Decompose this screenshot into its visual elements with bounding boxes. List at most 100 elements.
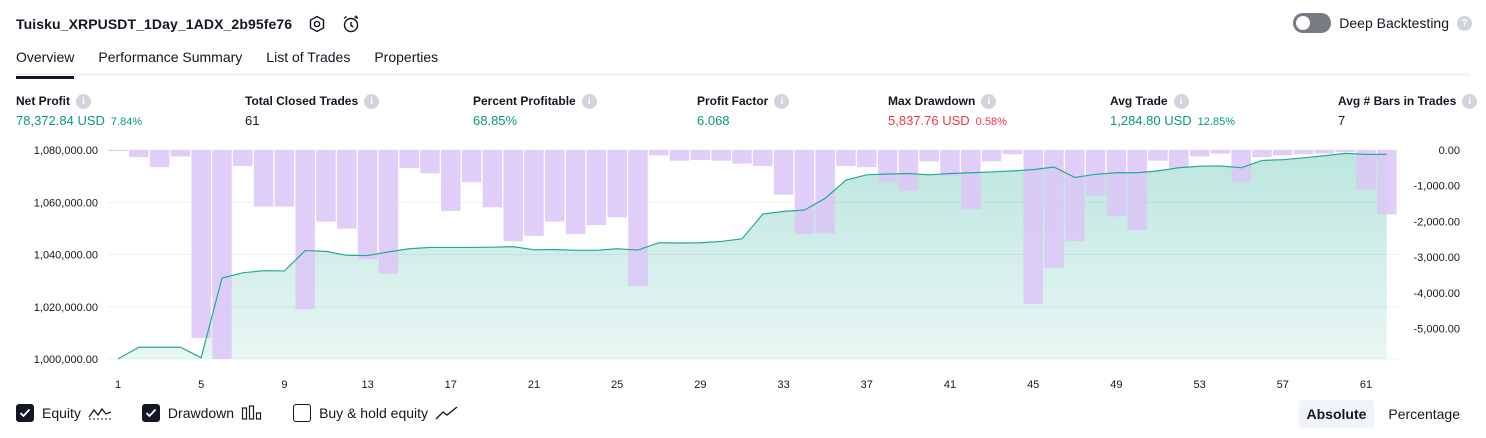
metric-percent: 12.85% <box>1197 116 1235 128</box>
drawdown-bar <box>1314 150 1335 154</box>
settings-gear-icon[interactable] <box>306 13 328 35</box>
tab-performance-summary[interactable]: Performance Summary <box>98 49 243 65</box>
drawdown-bar <box>420 150 440 174</box>
deep-backtesting: Deep Backtesting ? <box>1293 13 1472 33</box>
info-icon[interactable]: i <box>581 93 597 109</box>
x-axis-tick-label: 37 <box>861 379 873 391</box>
drawdown-bar <box>1273 150 1293 156</box>
legend-equity[interactable]: Equity <box>16 404 112 422</box>
drawdown-bar <box>898 150 919 192</box>
x-axis-tick-label: 9 <box>281 379 287 391</box>
metric-value: 68.85% <box>473 113 518 128</box>
equity-line <box>117 152 1387 360</box>
tab-overview[interactable]: Overview <box>16 46 75 79</box>
drawdown-bar <box>378 150 399 274</box>
drawdown-bar <box>337 150 357 229</box>
drawdown-bar <box>482 150 503 208</box>
drawdown-bar <box>1002 150 1023 155</box>
drawdown-bar <box>1231 150 1251 183</box>
drawdown-bar <box>857 150 877 168</box>
percentage-button[interactable]: Percentage <box>1388 406 1460 422</box>
drawdown-bar <box>877 150 898 183</box>
tab-properties[interactable]: Properties <box>374 49 439 65</box>
metric-percent: 7.84% <box>110 116 143 128</box>
drawdown-checkbox[interactable] <box>141 404 160 422</box>
drawdown-bar <box>1106 150 1127 217</box>
info-icon[interactable]: i <box>981 93 997 109</box>
buy-hold-line-icon <box>435 406 458 420</box>
metric-value: 78,372.84 USD <box>16 113 105 128</box>
right-axis-tick-label: -5,000.00 <box>1414 324 1460 336</box>
metric-avg-bars: Avg # Bars in Trades i 7 <box>1338 93 1478 128</box>
equity-checkbox[interactable] <box>16 404 34 422</box>
metric-label: Avg # Bars in Trades <box>1338 94 1457 108</box>
deep-backtesting-label: Deep Backtesting <box>1339 15 1449 31</box>
x-axis-tick-label: 61 <box>1360 379 1372 391</box>
x-axis-tick-label: 57 <box>1277 379 1289 391</box>
buy-hold-checkbox[interactable] <box>293 404 312 422</box>
absolute-button[interactable]: Absolute <box>1298 400 1375 428</box>
tab-list-of-trades[interactable]: List of Trades <box>266 49 351 65</box>
drawdown-bar <box>1044 150 1064 269</box>
drawdown-bar <box>961 150 981 210</box>
left-axis-tick-label: 1,060,000.00 <box>34 197 98 209</box>
drawdown-bar <box>191 150 211 338</box>
x-axis-tick-label: 1 <box>115 379 121 391</box>
drawdown-bar <box>399 150 419 168</box>
x-axis-tick-label: 5 <box>198 379 204 391</box>
drawdown-bar <box>1148 150 1168 161</box>
metric-avg-trade: Avg Trade i 1,284.80 USD 12.85% <box>1110 93 1235 128</box>
drawdown-bar <box>524 150 544 236</box>
x-axis-tick-label: 17 <box>445 379 457 391</box>
drawdown-bar <box>1085 150 1106 196</box>
drawdown-bar <box>1293 150 1314 155</box>
drawdown-bar <box>565 150 586 235</box>
x-axis-tick-label: 13 <box>361 379 373 391</box>
right-axis-tick-label: -3,000.00 <box>1414 252 1460 264</box>
x-axis-tick-label: 53 <box>1193 379 1205 391</box>
drawdown-bar <box>940 150 960 176</box>
info-icon[interactable]: i <box>1173 93 1189 109</box>
info-icon[interactable]: i <box>774 93 790 109</box>
drawdown-bar <box>753 150 773 167</box>
drawdown-bar <box>732 150 752 164</box>
metric-label: Avg Trade <box>1110 94 1168 108</box>
drawdown-bar <box>919 150 939 162</box>
drawdown-bar <box>1377 150 1397 215</box>
drawdown-bar <box>1065 150 1085 242</box>
drawdown-bar <box>815 150 835 234</box>
drawdown-bar <box>773 150 794 195</box>
drawdown-bar <box>586 150 607 226</box>
left-axis-tick-label: 1,020,000.00 <box>34 302 98 314</box>
drawdown-bar <box>1127 150 1147 230</box>
drawdown-bar <box>628 150 648 287</box>
x-axis-tick-label: 41 <box>944 379 956 391</box>
drawdown-bar <box>607 150 627 218</box>
chart-legend: Equity Drawdown Buy & hold equity <box>16 404 489 422</box>
drawdown-bar <box>461 150 482 183</box>
drawdown-bar <box>295 150 315 310</box>
x-axis-tick-label: 49 <box>1110 379 1122 391</box>
info-icon[interactable]: i <box>76 93 91 109</box>
alarm-clock-icon[interactable] <box>340 13 362 35</box>
info-icon[interactable]: i <box>1462 93 1478 109</box>
metric-label: Net Profit <box>16 94 70 108</box>
drawdown-bars-icon <box>241 405 262 420</box>
info-icon[interactable]: i <box>364 93 380 109</box>
left-axis-tick-label: 1,040,000.00 <box>34 250 98 262</box>
drawdown-bar <box>1169 150 1189 168</box>
metric-total-closed-trades: Total Closed Trades i 61 <box>245 93 380 128</box>
deep-backtesting-toggle[interactable] <box>1293 13 1332 33</box>
drawdown-bar <box>170 150 191 157</box>
legend-buy-hold-equity[interactable]: Buy & hold equity <box>293 404 459 422</box>
drawdown-bar <box>690 150 711 161</box>
legend-label: Drawdown <box>167 405 235 421</box>
drawdown-bar <box>233 150 253 167</box>
drawdown-bar <box>316 150 336 222</box>
right-axis-tick-label: 0.00 <box>1439 145 1460 157</box>
drawdown-bar <box>1189 150 1210 157</box>
right-axis-tick-label: -4,000.00 <box>1414 288 1460 300</box>
legend-drawdown[interactable]: Drawdown <box>141 404 263 422</box>
metric-label: Profit Factor <box>697 94 769 108</box>
help-icon[interactable]: ? <box>1457 15 1472 31</box>
